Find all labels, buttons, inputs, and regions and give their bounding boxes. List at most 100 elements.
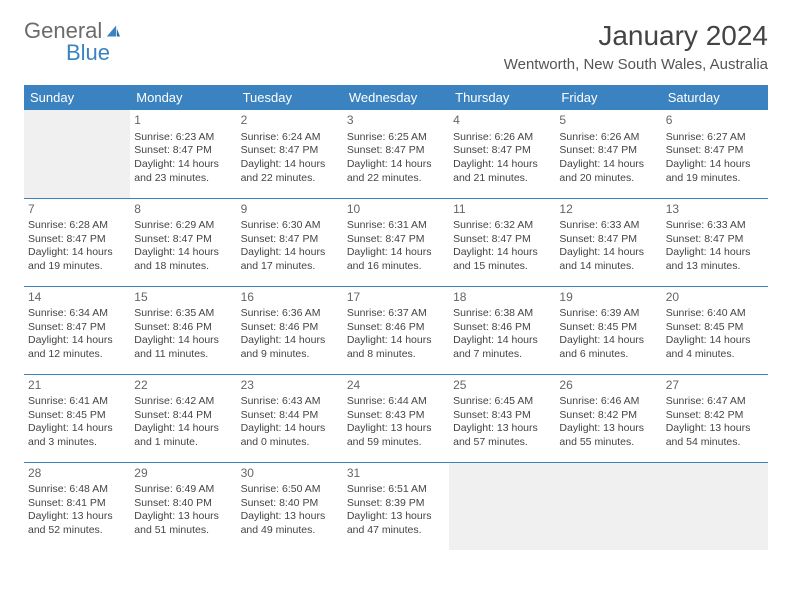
calendar-table: Sunday Monday Tuesday Wednesday Thursday… (24, 85, 768, 550)
sunrise-text: Sunrise: 6:23 AM (134, 131, 232, 145)
day-details: Sunrise: 6:37 AMSunset: 8:46 PMDaylight:… (347, 307, 445, 362)
day-number: 5 (559, 113, 657, 129)
sunset-text: Sunset: 8:47 PM (241, 233, 339, 247)
daylight-text: Daylight: 14 hours (347, 246, 445, 260)
weekday-saturday: Saturday (662, 85, 768, 110)
day-cell: 16Sunrise: 6:36 AMSunset: 8:46 PMDayligh… (237, 286, 343, 374)
day-cell (555, 462, 661, 550)
sunrise-text: Sunrise: 6:29 AM (134, 219, 232, 233)
daylight-text: Daylight: 13 hours (666, 422, 764, 436)
day-number: 12 (559, 202, 657, 218)
daylight-text: and 22 minutes. (347, 172, 445, 186)
sunrise-text: Sunrise: 6:31 AM (347, 219, 445, 233)
day-details: Sunrise: 6:44 AMSunset: 8:43 PMDaylight:… (347, 395, 445, 450)
week-row: 28Sunrise: 6:48 AMSunset: 8:41 PMDayligh… (24, 462, 768, 550)
day-number: 29 (134, 466, 232, 482)
daylight-text: and 19 minutes. (666, 172, 764, 186)
day-cell: 8Sunrise: 6:29 AMSunset: 8:47 PMDaylight… (130, 198, 236, 286)
daylight-text: and 23 minutes. (134, 172, 232, 186)
sunset-text: Sunset: 8:43 PM (453, 409, 551, 423)
daylight-text: Daylight: 13 hours (241, 510, 339, 524)
daylight-text: Daylight: 13 hours (453, 422, 551, 436)
day-details: Sunrise: 6:34 AMSunset: 8:47 PMDaylight:… (28, 307, 126, 362)
sunrise-text: Sunrise: 6:48 AM (28, 483, 126, 497)
day-number: 10 (347, 202, 445, 218)
daylight-text: and 11 minutes. (134, 348, 232, 362)
day-details: Sunrise: 6:38 AMSunset: 8:46 PMDaylight:… (453, 307, 551, 362)
daylight-text: Daylight: 13 hours (28, 510, 126, 524)
day-cell: 19Sunrise: 6:39 AMSunset: 8:45 PMDayligh… (555, 286, 661, 374)
sunset-text: Sunset: 8:41 PM (28, 497, 126, 511)
daylight-text: Daylight: 13 hours (559, 422, 657, 436)
day-cell: 30Sunrise: 6:50 AMSunset: 8:40 PMDayligh… (237, 462, 343, 550)
weekday-tuesday: Tuesday (237, 85, 343, 110)
sunset-text: Sunset: 8:42 PM (559, 409, 657, 423)
weekday-thursday: Thursday (449, 85, 555, 110)
daylight-text: and 0 minutes. (241, 436, 339, 450)
daylight-text: and 15 minutes. (453, 260, 551, 274)
daylight-text: Daylight: 13 hours (134, 510, 232, 524)
sunset-text: Sunset: 8:47 PM (28, 321, 126, 335)
day-number: 14 (28, 290, 126, 306)
day-cell: 15Sunrise: 6:35 AMSunset: 8:46 PMDayligh… (130, 286, 236, 374)
sunrise-text: Sunrise: 6:43 AM (241, 395, 339, 409)
sunrise-text: Sunrise: 6:28 AM (28, 219, 126, 233)
daylight-text: and 13 minutes. (666, 260, 764, 274)
daylight-text: and 9 minutes. (241, 348, 339, 362)
sunset-text: Sunset: 8:39 PM (347, 497, 445, 511)
location: Wentworth, New South Wales, Australia (504, 56, 768, 73)
day-number: 2 (241, 113, 339, 129)
day-cell (449, 462, 555, 550)
weekday-sunday: Sunday (24, 85, 130, 110)
sunset-text: Sunset: 8:44 PM (241, 409, 339, 423)
sunrise-text: Sunrise: 6:36 AM (241, 307, 339, 321)
sunrise-text: Sunrise: 6:47 AM (666, 395, 764, 409)
day-details: Sunrise: 6:42 AMSunset: 8:44 PMDaylight:… (134, 395, 232, 450)
sunset-text: Sunset: 8:46 PM (347, 321, 445, 335)
sunrise-text: Sunrise: 6:26 AM (559, 131, 657, 145)
sunset-text: Sunset: 8:45 PM (28, 409, 126, 423)
day-cell: 20Sunrise: 6:40 AMSunset: 8:45 PMDayligh… (662, 286, 768, 374)
day-cell: 29Sunrise: 6:49 AMSunset: 8:40 PMDayligh… (130, 462, 236, 550)
sunset-text: Sunset: 8:47 PM (241, 144, 339, 158)
day-details: Sunrise: 6:28 AMSunset: 8:47 PMDaylight:… (28, 219, 126, 274)
sunrise-text: Sunrise: 6:32 AM (453, 219, 551, 233)
daylight-text: and 19 minutes. (28, 260, 126, 274)
sunset-text: Sunset: 8:44 PM (134, 409, 232, 423)
day-number: 23 (241, 378, 339, 394)
sunrise-text: Sunrise: 6:49 AM (134, 483, 232, 497)
daylight-text: and 59 minutes. (347, 436, 445, 450)
day-number: 7 (28, 202, 126, 218)
sunrise-text: Sunrise: 6:42 AM (134, 395, 232, 409)
calendar-head: Sunday Monday Tuesday Wednesday Thursday… (24, 85, 768, 110)
day-details: Sunrise: 6:33 AMSunset: 8:47 PMDaylight:… (666, 219, 764, 274)
sunrise-text: Sunrise: 6:25 AM (347, 131, 445, 145)
day-cell: 21Sunrise: 6:41 AMSunset: 8:45 PMDayligh… (24, 374, 130, 462)
day-details: Sunrise: 6:26 AMSunset: 8:47 PMDaylight:… (559, 131, 657, 186)
day-cell: 4 Sunrise: 6:26 AMSunset: 8:47 PMDaylight… (449, 110, 555, 198)
day-number: 3 (347, 113, 445, 129)
daylight-text: and 1 minute. (134, 436, 232, 450)
day-details: Sunrise: 6:50 AMSunset: 8:40 PMDaylight:… (241, 483, 339, 538)
day-cell: 26Sunrise: 6:46 AMSunset: 8:42 PMDayligh… (555, 374, 661, 462)
day-number: 20 (666, 290, 764, 306)
sunset-text: Sunset: 8:40 PM (134, 497, 232, 511)
sunrise-text: Sunrise: 6:39 AM (559, 307, 657, 321)
daylight-text: and 22 minutes. (241, 172, 339, 186)
day-details: Sunrise: 6:46 AMSunset: 8:42 PMDaylight:… (559, 395, 657, 450)
logo-sail-icon (104, 24, 122, 38)
day-details: Sunrise: 6:41 AMSunset: 8:45 PMDaylight:… (28, 395, 126, 450)
weekday-wednesday: Wednesday (343, 85, 449, 110)
day-number: 4 (453, 113, 551, 129)
day-number: 22 (134, 378, 232, 394)
day-details: Sunrise: 6:29 AMSunset: 8:47 PMDaylight:… (134, 219, 232, 274)
day-cell: 7Sunrise: 6:28 AMSunset: 8:47 PMDaylight… (24, 198, 130, 286)
sunset-text: Sunset: 8:42 PM (666, 409, 764, 423)
sunset-text: Sunset: 8:47 PM (134, 144, 232, 158)
sunrise-text: Sunrise: 6:45 AM (453, 395, 551, 409)
day-details: Sunrise: 6:26 AMSunset: 8:47 PMDaylight:… (453, 131, 551, 186)
sunrise-text: Sunrise: 6:26 AM (453, 131, 551, 145)
sunset-text: Sunset: 8:46 PM (241, 321, 339, 335)
sunrise-text: Sunrise: 6:24 AM (241, 131, 339, 145)
daylight-text: Daylight: 14 hours (134, 246, 232, 260)
